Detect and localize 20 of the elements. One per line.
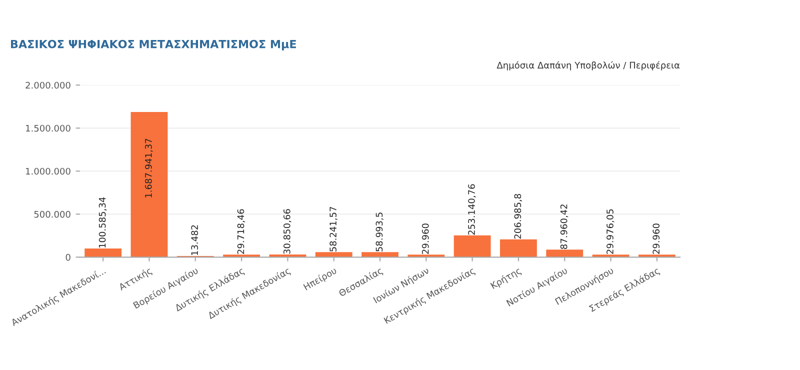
data-label: 29.976,05 — [606, 209, 614, 254]
y-tick-label: 1.500.000 — [26, 124, 70, 132]
data-label: 58.241,57 — [330, 206, 338, 252]
data-label: 29.960 — [652, 224, 660, 254]
y-tick-label: 500.000 — [34, 210, 70, 218]
data-label: 1.687.941,37 — [145, 138, 153, 198]
y-tick-label: 0 — [66, 254, 70, 261]
y-tick-label: 2.000.000 — [26, 82, 70, 89]
data-label: 253.140,76 — [468, 184, 476, 235]
data-label: 30.850,66 — [283, 209, 292, 254]
data-label: 58.993,5 — [376, 212, 384, 252]
chart-subtitle: Δημόσια Δαπάνη Υποβολών / Περιφέρεια — [496, 61, 680, 70]
data-label: 100.585,34 — [98, 197, 107, 248]
data-label: 29.718,46 — [237, 209, 246, 254]
data-label: 13.482 — [191, 225, 198, 255]
data-label: 206.985,8 — [514, 194, 522, 239]
data-label: 29.960 — [422, 224, 429, 254]
data-label: 87.960,42 — [560, 204, 568, 249]
y-tick-label: 1.000.000 — [26, 168, 70, 175]
chart-title: ΒΑΣΙΚΟΣ ΨΗΦΙΑΚΟΣ ΜΕΤΑΣΧΗΜΑΤΙΣΜΟΣ ΜμΕ — [11, 40, 296, 50]
